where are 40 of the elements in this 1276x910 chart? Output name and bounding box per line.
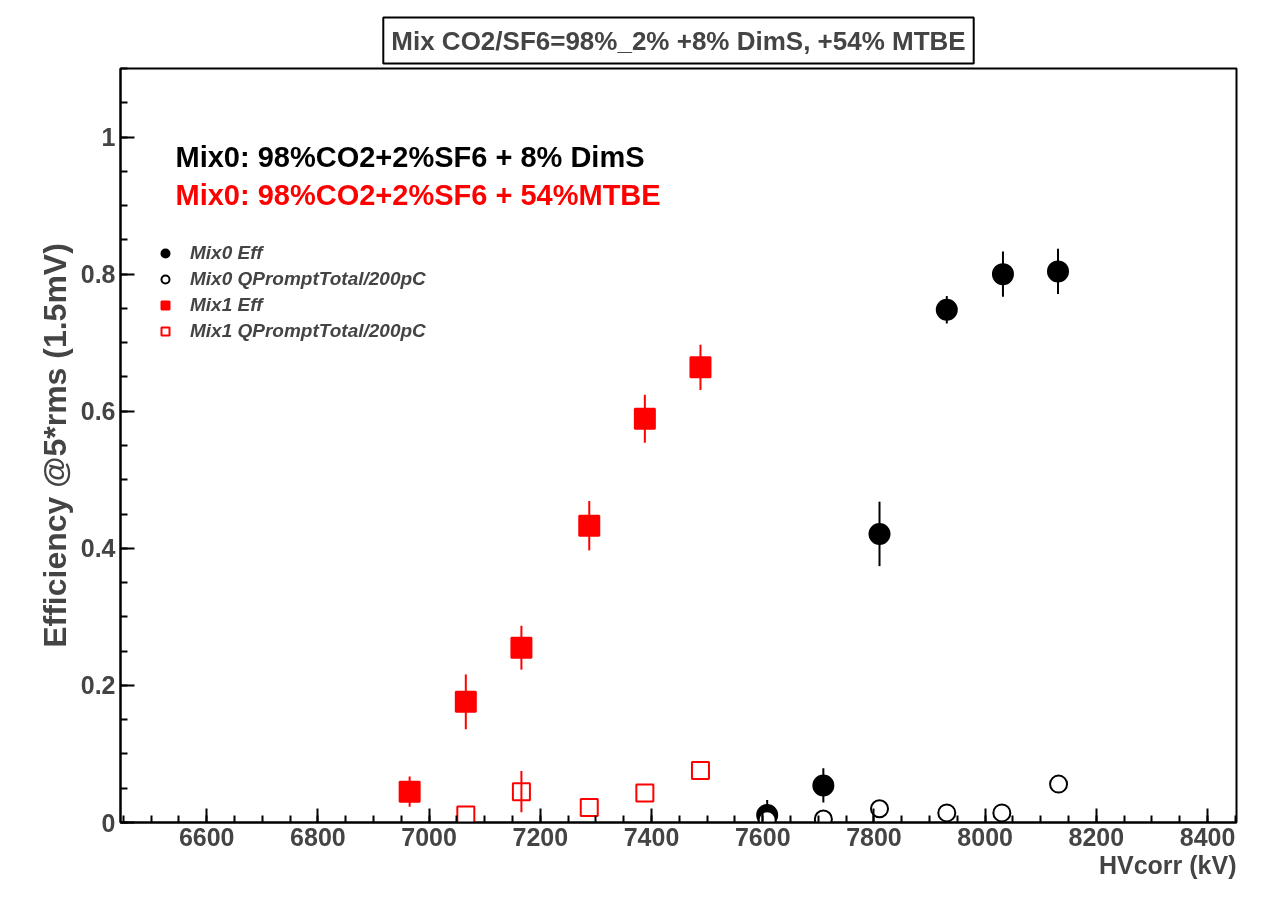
chart-title: Mix CO2/SF6=98%_2% +8% DimS, +54% MTBE — [391, 25, 966, 56]
y-tick-label: 0.6 — [80, 397, 116, 426]
legend-label: Mix1 QPromptTotal/200pC — [190, 320, 426, 342]
point — [991, 263, 1014, 286]
point — [456, 805, 476, 823]
legend-label: Mix0 QPromptTotal/200pC — [190, 268, 426, 290]
point — [689, 356, 712, 379]
x-tick-label: 7200 — [512, 822, 569, 851]
x-tick-label: 8400 — [1179, 822, 1236, 851]
x-tick-label: 7000 — [401, 822, 457, 851]
point — [870, 799, 890, 819]
x-tick-label: 7600 — [734, 822, 791, 851]
y-tick-label: 0.8 — [80, 260, 116, 289]
legend-label: Mix1 Eff — [190, 294, 263, 316]
point — [937, 803, 957, 823]
x-axis-title: HVcorr (kV) — [1098, 850, 1237, 879]
x-tick-label: 8200 — [1068, 822, 1125, 851]
y-tick-label: 0.4 — [80, 534, 116, 563]
point — [510, 636, 533, 659]
x-tick-label: 6800 — [290, 822, 346, 851]
point — [1049, 774, 1069, 794]
point — [454, 690, 477, 713]
point — [635, 783, 655, 803]
y-tick-label: 1 — [101, 123, 116, 152]
point — [992, 803, 1012, 823]
y-tick-label: 0.2 — [80, 671, 116, 700]
point — [578, 514, 601, 537]
y-axis-title: Efficiency @5*rms (1.5mV) — [36, 243, 73, 648]
annotation: Mix0: 98%CO2+2%SF6 + 54%MTBE — [175, 178, 661, 211]
x-tick-label: 6600 — [178, 822, 235, 851]
y-tick-label: 0 — [101, 808, 116, 837]
annotation: Mix0: 98%CO2+2%SF6 + 8% DimS — [175, 140, 645, 173]
point — [633, 407, 656, 430]
x-tick-label: 8000 — [957, 822, 1013, 851]
point — [579, 797, 599, 817]
point — [398, 780, 421, 803]
x-tick-label: 7400 — [623, 822, 680, 851]
legend-label: Mix0 Eff — [190, 242, 263, 264]
x-tick-label: 7800 — [846, 822, 902, 851]
point — [690, 760, 710, 780]
